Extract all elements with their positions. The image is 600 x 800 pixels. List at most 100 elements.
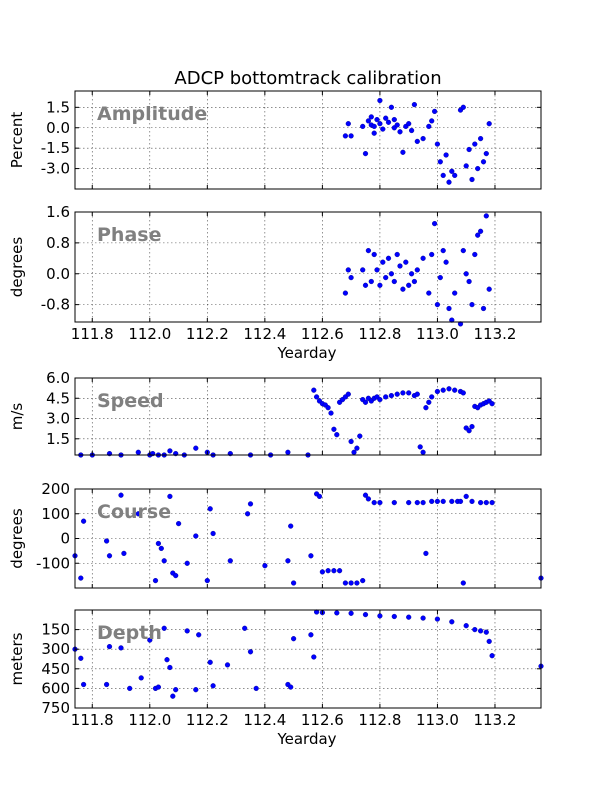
- data-point: [394, 251, 400, 258]
- data-point: [334, 432, 340, 438]
- data-point: [446, 386, 452, 392]
- data-point: [383, 275, 389, 281]
- data-point: [161, 625, 167, 631]
- data-point: [103, 538, 110, 544]
- y-tick-label: 100: [41, 505, 70, 523]
- data-point: [314, 394, 320, 400]
- data-point: [469, 302, 475, 308]
- data-point: [164, 657, 170, 663]
- panel-speed: 6.0 4.5 3.0 1.5 Speed m/s: [8, 369, 542, 458]
- data-point: [478, 136, 484, 142]
- data-point: [374, 116, 380, 123]
- y-axis-label: degrees: [8, 508, 26, 569]
- data-point: [406, 390, 412, 396]
- data-point: [400, 149, 406, 155]
- data-point: [391, 116, 397, 123]
- y-tick-label: -3.0: [41, 160, 70, 178]
- data-point: [472, 251, 478, 258]
- x-axis-label: Yearday: [276, 730, 336, 748]
- data-point: [311, 387, 317, 393]
- data-point: [365, 118, 372, 124]
- data-point: [227, 558, 233, 564]
- data-point: [118, 492, 124, 498]
- data-point: [167, 664, 173, 671]
- data-point: [486, 286, 492, 292]
- data-point: [434, 498, 441, 505]
- data-point: [360, 267, 366, 273]
- data-point: [348, 610, 354, 616]
- y-tick-label: 6.0: [46, 369, 70, 387]
- data-point: [308, 553, 314, 559]
- data-point: [449, 619, 455, 625]
- x-tick-label: 112.2: [186, 325, 229, 343]
- data-point: [193, 533, 199, 539]
- data-point: [311, 654, 317, 660]
- x-tick-label: 111.8: [71, 711, 114, 729]
- data-point: [78, 575, 84, 581]
- y-tick-label: -0.8: [41, 296, 70, 314]
- panel-label: Depth: [97, 622, 162, 644]
- data-point: [106, 553, 113, 559]
- data-point: [440, 172, 446, 179]
- data-point: [207, 506, 213, 512]
- y-tick-label: 1.5: [46, 430, 70, 448]
- data-point: [406, 614, 412, 620]
- data-point: [429, 394, 435, 400]
- data-point: [446, 305, 452, 312]
- data-point: [184, 628, 190, 634]
- data-point: [469, 424, 475, 430]
- data-point: [478, 628, 484, 634]
- y-axis-label: Percent: [8, 112, 26, 169]
- data-point: [400, 390, 406, 396]
- data-point: [106, 643, 113, 650]
- data-point: [135, 511, 141, 517]
- y-tick-label: 1.6: [46, 203, 70, 221]
- data-point: [394, 122, 400, 128]
- data-point: [429, 251, 435, 258]
- data-point: [357, 433, 363, 439]
- data-point: [155, 540, 162, 547]
- data-point: [420, 615, 426, 621]
- data-point: [247, 649, 254, 655]
- data-point: [383, 394, 389, 400]
- data-point: [262, 563, 268, 569]
- data-point: [196, 632, 202, 638]
- data-point: [371, 123, 377, 130]
- data-point: [460, 580, 466, 586]
- data-point: [483, 151, 489, 157]
- data-point: [449, 498, 455, 505]
- axes-frame: [74, 90, 542, 190]
- data-point: [403, 259, 409, 265]
- data-point: [437, 159, 443, 165]
- data-point: [463, 493, 469, 500]
- data-point: [377, 97, 383, 104]
- chart-title: ADCP bottomtrack calibration: [174, 68, 441, 89]
- data-point: [80, 681, 87, 688]
- data-point: [80, 518, 87, 524]
- x-tick-label: 112.2: [186, 711, 229, 729]
- data-point: [184, 560, 190, 566]
- data-point: [483, 629, 489, 635]
- data-point: [434, 141, 441, 147]
- data-point: [466, 278, 472, 285]
- data-point: [460, 104, 466, 110]
- data-point: [360, 577, 366, 584]
- data-point: [380, 126, 386, 132]
- data-point: [362, 399, 369, 405]
- data-point: [242, 625, 248, 631]
- data-point: [377, 397, 383, 403]
- data-point: [489, 401, 495, 407]
- data-point: [486, 121, 492, 127]
- x-tick-label: 112.8: [358, 325, 401, 343]
- data-point: [440, 248, 446, 254]
- data-point: [423, 405, 429, 411]
- y-tick-label: 0.0: [46, 119, 70, 137]
- data-point: [472, 626, 478, 633]
- data-point: [288, 523, 294, 529]
- data-point: [368, 114, 374, 120]
- data-point: [463, 623, 469, 629]
- panel-label: Amplitude: [97, 103, 207, 125]
- y-tick-label: -1.5: [41, 139, 70, 157]
- data-point: [377, 121, 383, 127]
- panel-amplitude: 1.5 0.0 -1.5 -3.0 Amplitude Percent: [8, 90, 542, 190]
